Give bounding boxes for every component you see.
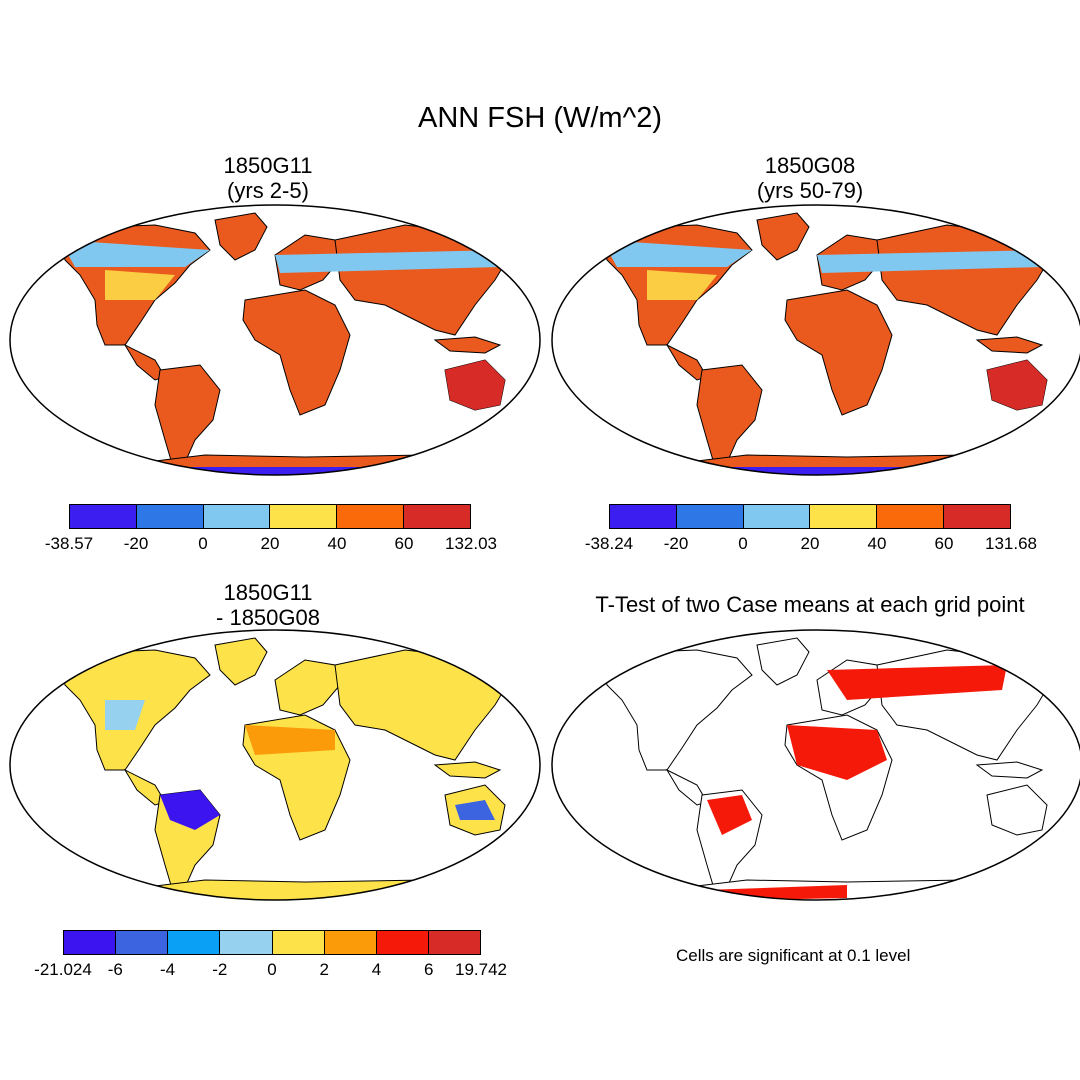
colorbar-swatch <box>136 505 204 528</box>
colorbar-swatch <box>116 931 169 954</box>
map-ttest <box>551 629 1080 901</box>
colorbar-swatch <box>203 505 271 528</box>
colorbar-swatch <box>272 931 325 954</box>
colorbar-tick-label: -2 <box>212 960 228 979</box>
colorbar-tick-label: 60 <box>934 534 954 553</box>
colorbar-tick-label: 0 <box>267 960 277 979</box>
colorbar-tick-label: 19.742 <box>455 960 507 979</box>
significance-note: Cells are significant at 0.1 level <box>676 946 911 965</box>
colorbar-swatch <box>220 931 273 954</box>
panel-title-diff: 1850G11 - 1850G08 <box>216 580 320 630</box>
map-1850g11 <box>9 204 541 476</box>
panel-title-g08: 1850G08 (yrs 50-79) <box>756 153 864 203</box>
colorbar-swatch <box>676 505 744 528</box>
colorbar-tick-label: 2 <box>319 960 329 979</box>
colorbar-tick-label: -21.024 <box>34 960 92 979</box>
colorbar-swatch <box>270 505 338 528</box>
colorbar-swatch <box>324 931 377 954</box>
colorbar-swatch <box>810 505 878 528</box>
colorbar-tick-label: -4 <box>159 960 176 979</box>
panel-title-g11: 1850G11 (yrs 2-5) <box>223 153 313 203</box>
colorbar-tick-label: 40 <box>867 534 887 553</box>
colorbar-swatch <box>428 931 480 954</box>
main-title: ANN FSH (W/m^2) <box>418 102 662 134</box>
colorbar-swatch <box>404 505 470 528</box>
colorbar-swatch <box>337 505 405 528</box>
colorbar-swatch <box>610 505 677 528</box>
colorbar-tick-label: -6 <box>107 960 123 979</box>
colorbar-swatch <box>64 931 117 954</box>
colorbar-swatch <box>877 505 945 528</box>
colorbar-swatch <box>743 505 811 528</box>
colorbar-tick-label: 4 <box>371 960 382 979</box>
colorbar-diff <box>63 930 481 955</box>
colorbar-tick-label: -20 <box>123 534 149 553</box>
colorbar-swatch <box>944 505 1010 528</box>
colorbar-tick-label: -38.24 <box>584 534 634 553</box>
colorbar-tick-label: 20 <box>800 534 820 553</box>
colorbar-tick-label: 6 <box>424 960 434 979</box>
colorbar-tick-label: 60 <box>394 534 414 553</box>
colorbar-g11 <box>69 504 471 529</box>
colorbar-tick-label: 132.03 <box>445 534 497 553</box>
colorbar-tick-label: 20 <box>260 534 280 553</box>
colorbar-tick-label: -38.57 <box>44 534 94 553</box>
colorbar-swatch <box>168 931 221 954</box>
colorbar-swatch <box>376 931 429 954</box>
colorbar-tick-label: 131.68 <box>985 534 1037 553</box>
colorbar-swatch <box>70 505 137 528</box>
panel-title-ttest: T-Test of two Case means at each grid po… <box>595 592 1025 617</box>
colorbar-g08 <box>609 504 1011 529</box>
map-1850g08 <box>551 204 1080 476</box>
colorbar-tick-label: 0 <box>738 534 748 553</box>
colorbar-tick-label: 40 <box>327 534 347 553</box>
colorbar-tick-label: 0 <box>198 534 208 553</box>
map-difference <box>9 629 541 901</box>
colorbar-tick-label: -20 <box>663 534 689 553</box>
